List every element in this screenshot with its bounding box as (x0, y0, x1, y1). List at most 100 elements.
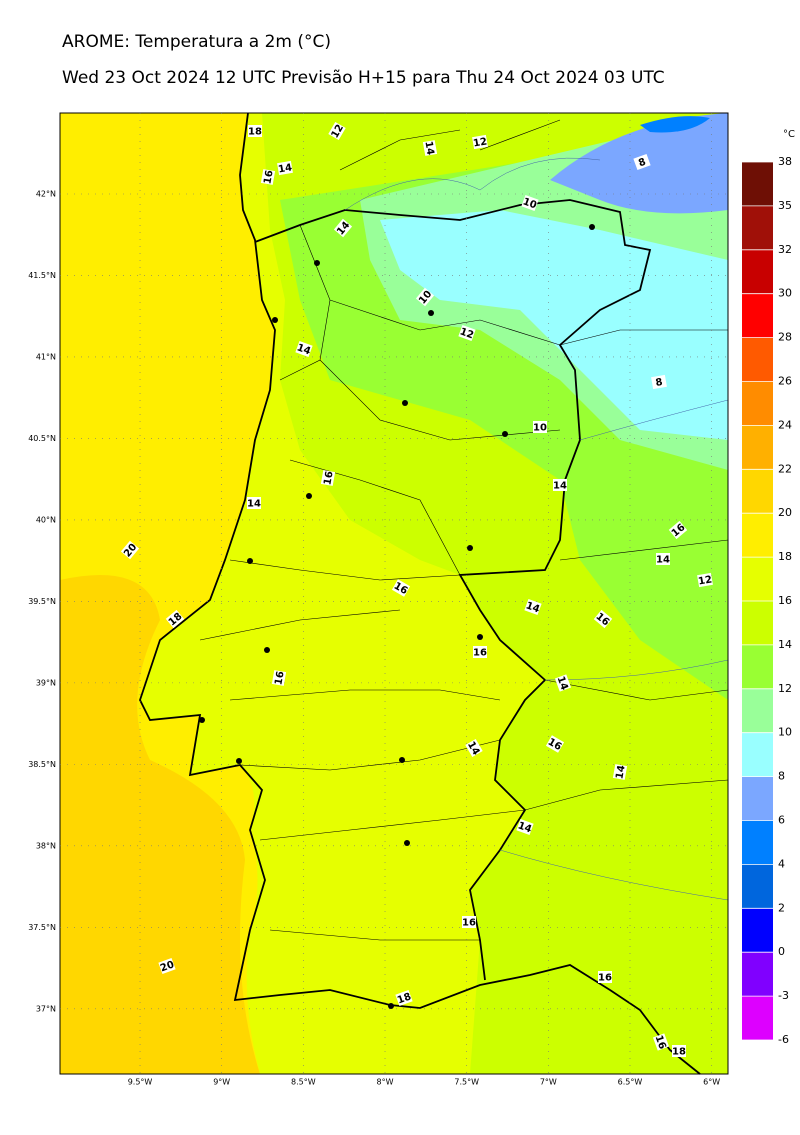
colorbar-bin (742, 601, 773, 645)
contour-label-text: 16 (462, 918, 476, 929)
colorbar-label: 30 (778, 287, 792, 300)
colorbar-bin (742, 820, 773, 865)
contour-label-bg (395, 989, 413, 1007)
contour-label-bg (328, 121, 346, 141)
colorbar-label: 22 (778, 462, 792, 475)
contour-label-bg (295, 340, 313, 358)
contour-label: 14 (553, 479, 567, 492)
contour-label-bg (668, 520, 688, 540)
contour-label-text: 14 (247, 499, 261, 510)
colorbar-unit: °C (783, 129, 795, 140)
contour-label-text: 16 (322, 470, 335, 486)
contour-label-text: 18 (396, 991, 413, 1006)
contour-label: 8 (651, 374, 667, 390)
colorbar-label: 38 (778, 155, 792, 168)
contour-label-text: 14 (277, 162, 293, 175)
contour-label: 8 (633, 153, 651, 171)
lon-label: 8°W (377, 1078, 394, 1087)
contour-label-bg (422, 140, 438, 156)
contour-label: 16 (462, 916, 476, 929)
lat-label: 37°N (36, 1004, 56, 1013)
contour-label: 14 (516, 818, 534, 836)
contour-label: 16 (473, 646, 487, 659)
contour-label: 18 (248, 125, 262, 138)
contour-label-bg (165, 609, 185, 629)
colorbar-bin (742, 732, 773, 777)
lon-label: 7.5°W (454, 1078, 479, 1087)
contour-label-text: 14 (516, 820, 533, 835)
colorbar-label: 2 (778, 901, 785, 914)
temperature-field (60, 113, 728, 1074)
contour-label-text: 20 (159, 959, 176, 974)
lon-label: 9.5°W (128, 1078, 153, 1087)
contour-label: 18 (395, 989, 413, 1007)
lon-label: 6°W (703, 1078, 720, 1087)
contour-label: 16 (598, 971, 612, 984)
contour-label-bg (533, 421, 547, 433)
colorbar-label: 26 (778, 375, 792, 388)
lat-label: 39°N (36, 678, 56, 687)
colorbar-bin (742, 469, 773, 514)
colorbar-label: 16 (778, 594, 792, 607)
contour-label-text: 14 (553, 481, 567, 492)
contour-label-text: 8 (637, 157, 647, 170)
contour-label-text: 14 (295, 342, 312, 357)
contour-label-bg (320, 470, 336, 486)
contour-label-bg (545, 735, 565, 753)
colorbar-bin (742, 162, 773, 206)
contour-label-bg (415, 287, 435, 307)
colorbar-bin (742, 644, 773, 689)
contour-label-text: 18 (672, 1047, 686, 1058)
contour-label-bg (656, 553, 670, 565)
colorbar-label: 20 (778, 506, 792, 519)
contour-label-text: 10 (533, 423, 547, 434)
contour-label-bg (120, 540, 140, 560)
contour-label-bg (593, 609, 613, 629)
title: AROME: Temperatura a 2m (°C) (62, 32, 331, 52)
colorbar-label: 8 (778, 770, 785, 783)
contour-label-bg (333, 218, 353, 238)
contour-label-bg (553, 479, 567, 491)
contour-label: 14 (656, 553, 670, 566)
contour-label: 16 (653, 1033, 670, 1051)
contour-label: 16 (260, 169, 276, 185)
contour-label: 14 (295, 340, 313, 358)
colorbar-label: 35 (778, 199, 792, 212)
lat-label: 38.5°N (28, 760, 56, 769)
colorbar-bin (742, 293, 773, 338)
contour-label-bg (260, 169, 276, 185)
contour-label: 16 (271, 670, 287, 686)
contour-label: 14 (612, 764, 628, 780)
colorbar-bin (742, 996, 773, 1040)
cities (199, 224, 595, 1009)
contour-label-text: 12 (472, 136, 488, 149)
contour-label: 12 (472, 134, 488, 150)
contour-label-text: 16 (598, 973, 612, 984)
contour-label-bg (598, 971, 612, 983)
contour-label-bg (697, 572, 713, 588)
contour-label: 12 (458, 324, 476, 342)
contour-label-text: 12 (697, 574, 713, 587)
contour-label-bg (651, 374, 667, 390)
contour-label-bg (271, 670, 287, 686)
colorbar-label: 28 (778, 331, 792, 344)
contour-label-text: 14 (555, 675, 570, 692)
lat-label: 37.5°N (28, 923, 56, 932)
colorbar-bin (742, 688, 773, 733)
colorbar-label: 0 (778, 945, 785, 958)
colorbar-label: 4 (778, 857, 785, 870)
colorbar-label: -3 (778, 989, 789, 1002)
subtitle: Wed 23 Oct 2024 12 UTC Previsão H+15 par… (62, 68, 665, 88)
colorbar-bin (742, 337, 773, 382)
colorbar-bin (742, 513, 773, 558)
contour-label-bg (524, 598, 542, 616)
lat-label: 40.5°N (28, 434, 56, 443)
lat-label: 42°N (36, 189, 56, 198)
contour-label-bg (672, 1045, 686, 1057)
contour-label-bg (472, 134, 488, 150)
contour-label: 10 (533, 421, 547, 434)
colorbar-bin (742, 249, 773, 294)
colorbar-label: 32 (778, 243, 792, 256)
contour-label-bg (465, 738, 483, 758)
contour-label-text: 16 (653, 1034, 668, 1051)
